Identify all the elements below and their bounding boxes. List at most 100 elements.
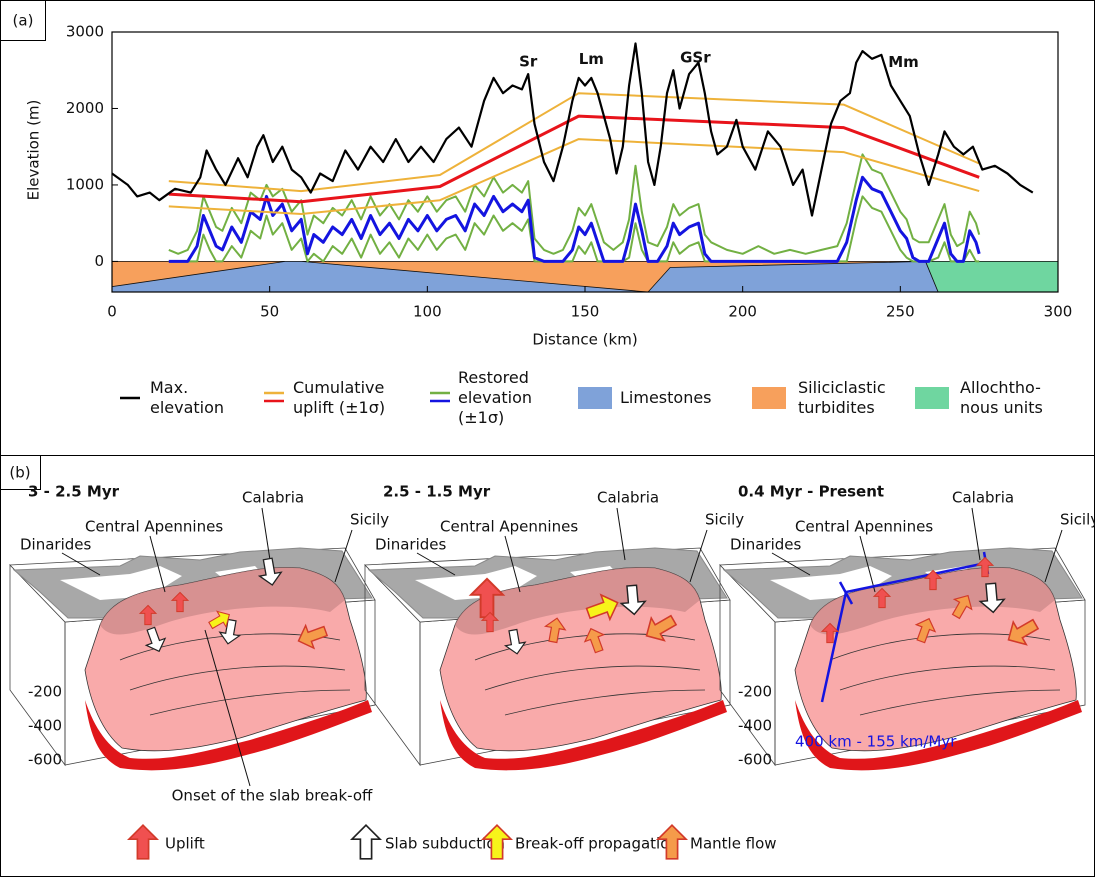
- contour: [474, 633, 696, 661]
- legend-label: Allochtho-nous units: [960, 378, 1043, 417]
- block-diagram: 2.5 - 1.5 Myr Calabria Central Apennines Si…: [364, 483, 744, 771]
- arrow-icon: [480, 611, 500, 633]
- arrow-icon: [872, 587, 892, 609]
- legend-swatch: [915, 387, 949, 409]
- arrow-icon: [978, 582, 1006, 614]
- depth-label: -400: [738, 717, 772, 735]
- block-diagram: 3 - 2.5 Myr Calabria Central Apennines Sici…: [9, 483, 389, 805]
- arrow-icon: [951, 594, 973, 620]
- slab-base: [795, 700, 1082, 771]
- panel-label-box: [0, 455, 41, 490]
- leader-line: [504, 535, 521, 593]
- slab-top: [100, 567, 345, 635]
- contour: [484, 665, 701, 691]
- x-tick-label: 200: [728, 303, 757, 321]
- note: Onset of the slab break-off: [172, 787, 373, 805]
- depth-label: -600: [28, 751, 62, 769]
- y-axis-label: Elevation (m): [25, 100, 43, 201]
- slab-top: [455, 567, 700, 635]
- y-tick-label: 1000: [66, 175, 104, 193]
- arrow-icon: [297, 623, 329, 650]
- place-label: Dinarides: [375, 536, 447, 554]
- legend-label: Break-off propagation: [515, 835, 679, 853]
- x-tick-label: 50: [260, 303, 279, 321]
- x-tick-label: 0: [107, 303, 117, 321]
- panel-title: 3 - 2.5 Myr: [28, 483, 120, 501]
- panel-title: 2.5 - 1.5 Myr: [383, 483, 491, 501]
- arrow-icon: [619, 584, 647, 616]
- legend-label: Limestones: [620, 388, 712, 407]
- data-line: [168, 195, 980, 263]
- peak-label: Sr: [519, 52, 538, 70]
- panel-label: (a): [13, 12, 34, 30]
- slab-base: [85, 700, 372, 771]
- depth-label: -600: [738, 751, 772, 769]
- leader-line: [1044, 529, 1063, 583]
- legend-arrow: [349, 824, 383, 860]
- legend-label: Uplift: [165, 835, 205, 853]
- leader-line: [689, 529, 708, 583]
- legend-label: Restored elevation (±1σ): [458, 368, 533, 427]
- leader-line: [334, 529, 353, 583]
- slab-base: [440, 700, 727, 771]
- legend-arrow: [480, 824, 514, 860]
- place-label: Dinarides: [20, 536, 92, 554]
- leader-line: [971, 507, 981, 561]
- contour: [859, 689, 1061, 716]
- x-tick-label: 150: [571, 303, 600, 321]
- leader-line: [261, 507, 271, 561]
- peak-label: Lm: [579, 50, 604, 68]
- data-line: [111, 42, 1034, 217]
- legend-label: Cumulative uplift (±1σ): [293, 378, 386, 417]
- x-tick-label: 250: [886, 303, 915, 321]
- y-tick-label: 0: [94, 252, 104, 270]
- arrow-icon: [645, 614, 678, 642]
- slab-length-tick: [838, 581, 854, 605]
- panel-label: (b): [9, 464, 30, 482]
- arrow-icon: [1007, 618, 1040, 646]
- arrow-icon: [170, 591, 190, 613]
- peak-label: Mm: [888, 53, 919, 71]
- arrow-icon: [820, 622, 840, 644]
- leader-line: [204, 629, 251, 787]
- data-line: [168, 114, 980, 204]
- data-line: [168, 138, 980, 215]
- contour: [129, 665, 346, 691]
- arrow-icon: [218, 618, 242, 645]
- arrow-icon: [257, 557, 283, 586]
- place-label: Central Apennines: [795, 518, 933, 536]
- legend-arrow: [126, 824, 160, 860]
- panel-title: 0.4 Myr - Present: [738, 483, 884, 501]
- arrow-icon: [503, 628, 527, 655]
- panel-label-box: [0, 0, 46, 41]
- data-line: [168, 92, 980, 193]
- arrow-icon: [138, 604, 158, 626]
- place-label: Dinarides: [730, 536, 802, 554]
- arrow-icon: [144, 626, 167, 653]
- legend-label: Slab subduction: [385, 835, 505, 853]
- place-label: Sicily: [705, 511, 744, 529]
- arrow-icon: [585, 593, 619, 622]
- legend-label: Mantle flow: [690, 835, 777, 853]
- place-label: Calabria: [597, 489, 659, 507]
- x-tick-label: 100: [413, 303, 442, 321]
- leader-line: [61, 552, 101, 576]
- legend-label: Max. elevation: [150, 378, 225, 417]
- y-tick-label: 2000: [66, 99, 104, 117]
- place-label: Sicily: [1060, 511, 1095, 529]
- leader-line: [416, 552, 456, 576]
- peak-label: GSr: [680, 49, 711, 67]
- leader-line: [859, 535, 876, 593]
- arrow-icon: [208, 610, 231, 630]
- note: 400 km - 155 km/Myr: [795, 733, 957, 751]
- block-diagram: 0.4 Myr - Present Calabria Central Apennin…: [719, 483, 1095, 771]
- arrow-icon: [543, 617, 567, 644]
- legend-label: Siliciclastic turbidites: [798, 378, 886, 417]
- place-label: Calabria: [242, 489, 304, 507]
- y-tick-label: 3000: [66, 23, 104, 41]
- leader-line: [616, 507, 626, 561]
- place-label: Calabria: [952, 489, 1014, 507]
- depth-label: -200: [738, 683, 772, 701]
